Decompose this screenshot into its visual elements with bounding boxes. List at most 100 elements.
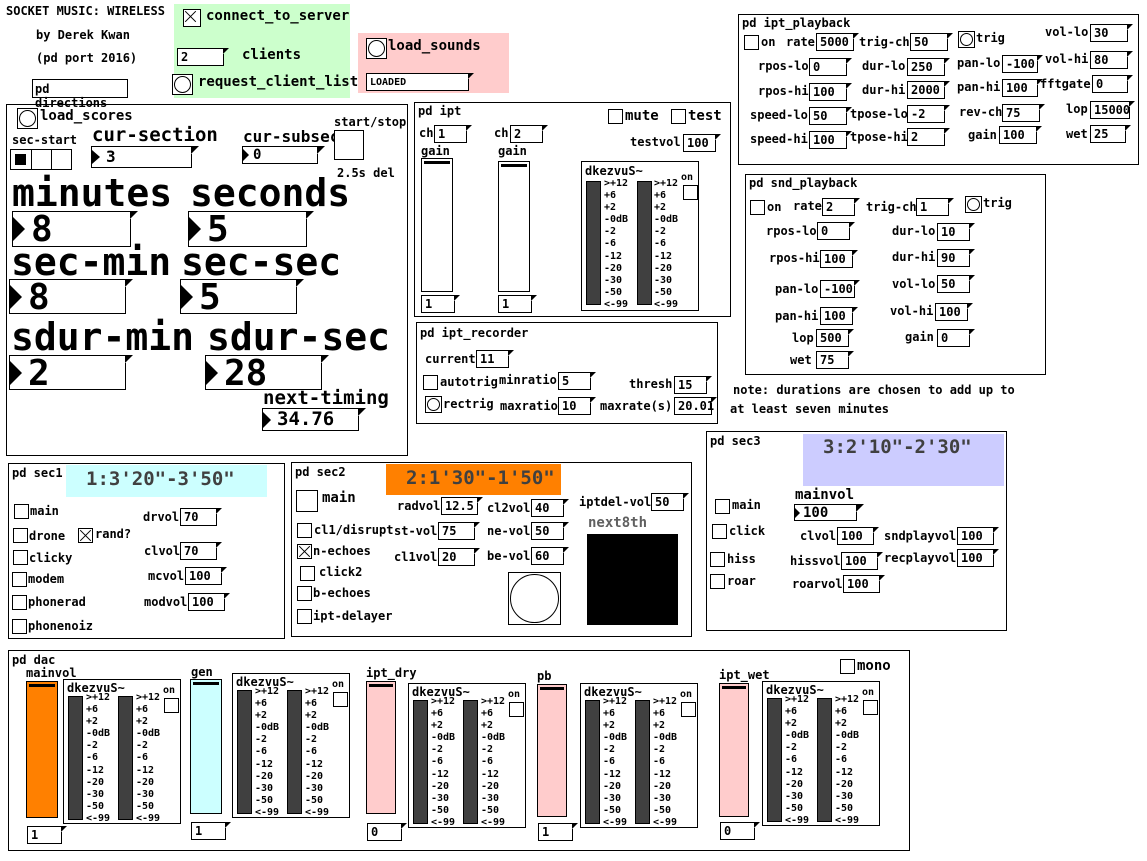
sec1-clvol[interactable]: 70 [180, 542, 222, 560]
start-stop-toggle[interactable] [334, 130, 364, 160]
ipt-pb-lop[interactable]: 15000 [1090, 101, 1135, 119]
sec2-necho-toggle[interactable] [297, 544, 312, 559]
ipt-pb-gain[interactable]: 100 [999, 126, 1042, 144]
ipt-pb-wet[interactable]: 25 [1090, 125, 1131, 143]
cur-subsec-number[interactable]: 0 [242, 146, 325, 164]
sec3-roar-toggle[interactable] [710, 574, 725, 589]
connect-toggle[interactable] [183, 9, 201, 27]
mono-toggle[interactable] [840, 659, 855, 674]
sec2-main-toggle[interactable] [296, 490, 318, 512]
snd-pb-durlo[interactable]: 10 [937, 223, 975, 241]
sec1-phonerad-toggle[interactable] [12, 595, 27, 610]
sec3-sndplay[interactable]: 100 [957, 527, 999, 545]
snd-pb-rposhi[interactable]: 100 [820, 250, 858, 268]
testvol-number[interactable]: 100 [683, 134, 721, 152]
sec1-drone-toggle[interactable] [13, 528, 28, 543]
ipt-pb-speedlo[interactable]: 50 [809, 107, 852, 125]
snd-pb-volhi[interactable]: 100 [935, 303, 973, 321]
autotrig-toggle[interactable] [423, 375, 438, 390]
ipt-pb-trigch[interactable]: 50 [910, 33, 953, 51]
maxrate-number[interactable]: 20.01 [674, 397, 717, 415]
clients-number[interactable]: 2 [177, 48, 229, 66]
vu-on-toggle[interactable] [683, 185, 698, 200]
sec2-click2-toggle[interactable] [300, 566, 315, 581]
vu-on-toggle[interactable] [681, 702, 696, 717]
cur-section-number[interactable]: 3 [91, 146, 199, 168]
sec3-hiss-toggle[interactable] [710, 552, 725, 567]
ipt-pb-tposehi[interactable]: 2 [907, 128, 950, 146]
sec2-stvol[interactable]: 75 [438, 522, 480, 540]
vu-on-toggle[interactable] [509, 702, 524, 717]
load-sounds-bang[interactable] [366, 38, 387, 59]
ipt-pb-rposlo[interactable]: 0 [809, 58, 852, 76]
ch1-number[interactable]: 1 [434, 125, 472, 143]
sec1-phonenoiz-toggle[interactable] [12, 619, 27, 634]
sec3-click-toggle[interactable] [712, 524, 727, 539]
ipt-pb-tposelo[interactable]: -2 [907, 105, 950, 123]
dac-gain-number[interactable]: 0 [720, 822, 760, 840]
sec1-rand-toggle[interactable] [78, 528, 93, 543]
ch2-number[interactable]: 2 [510, 125, 548, 143]
thresh-number[interactable]: 15 [674, 376, 712, 394]
sec3-mainvol[interactable]: 100 [794, 504, 864, 521]
sec1-drvol[interactable]: 70 [180, 508, 222, 526]
sec2-cl2vol[interactable]: 40 [531, 499, 569, 517]
minratio-number[interactable]: 5 [558, 372, 596, 390]
sec2-iptdel[interactable]: 50 [651, 493, 689, 511]
next-timing-number[interactable]: 34.76 [262, 408, 366, 431]
dac-gain-number[interactable]: 1 [538, 823, 578, 841]
sec2-bevol[interactable]: 60 [531, 547, 569, 565]
snd-pb-trig-bang[interactable] [965, 196, 982, 213]
test-toggle[interactable] [671, 109, 686, 124]
snd-pb-panlo[interactable]: -100 [820, 280, 860, 298]
snd-pb-vollo[interactable]: 50 [937, 275, 975, 293]
dac-gain-number[interactable]: 1 [191, 822, 231, 840]
vu-on-toggle[interactable] [333, 692, 348, 707]
minutes-number[interactable]: 8 [12, 211, 138, 248]
sdur-min-number[interactable]: 2 [9, 355, 133, 392]
snd-pb-on-toggle[interactable] [750, 200, 765, 215]
ipt-pb-revch[interactable]: 75 [1002, 104, 1045, 122]
vu-on-toggle[interactable] [863, 700, 878, 715]
ipt-pb-vollo[interactable]: 30 [1090, 24, 1133, 42]
ipt-pb-fftgate[interactable]: 0 [1092, 75, 1133, 93]
sec-start-radio[interactable] [10, 149, 72, 170]
dac-gain-slider[interactable] [366, 681, 396, 814]
dac-gain-slider[interactable] [190, 679, 222, 814]
vu-on-toggle[interactable] [164, 698, 179, 713]
sec3-main-toggle[interactable] [715, 499, 730, 514]
sec1-mcvol[interactable]: 100 [185, 567, 227, 585]
ipt-pb-durhi[interactable]: 2000 [907, 81, 950, 99]
sec2-becho-toggle[interactable] [297, 586, 312, 601]
snd-pb-rate[interactable]: 2 [822, 198, 860, 216]
snd-pb-gain[interactable]: 0 [937, 329, 975, 347]
sec3-roarvol[interactable]: 100 [843, 575, 885, 593]
sec2-radvol[interactable]: 12.5 [441, 497, 483, 515]
directions-subpatch[interactable]: pd directions [32, 79, 128, 110]
sec1-modvol[interactable]: 100 [188, 593, 230, 611]
seconds-number[interactable]: 5 [188, 211, 314, 248]
dac-gain-number[interactable]: 1 [27, 826, 67, 844]
snd-pb-wet[interactable]: 75 [816, 351, 854, 369]
gain1-slider[interactable] [421, 158, 453, 292]
snd-pb-lop[interactable]: 500 [816, 329, 854, 347]
ipt-pb-trig-bang[interactable] [958, 31, 975, 48]
gain2-slider[interactable] [498, 161, 530, 292]
sec2-cl1vol[interactable]: 20 [438, 548, 480, 566]
ipt-pb-durlo[interactable]: 250 [907, 58, 950, 76]
dac-gain-slider[interactable] [719, 683, 749, 817]
ipt-pb-volhi[interactable]: 80 [1090, 51, 1133, 69]
gain2-number[interactable]: 1 [498, 295, 537, 313]
snd-pb-panhi[interactable]: 100 [820, 307, 858, 325]
sec2-nevol[interactable]: 50 [531, 522, 569, 540]
mute-toggle[interactable] [608, 109, 623, 124]
sdur-sec-number[interactable]: 28 [205, 355, 329, 392]
ipt-pb-panlo[interactable]: -100 [1002, 55, 1043, 73]
maxratio-number[interactable]: 10 [558, 397, 596, 415]
snd-pb-trigch[interactable]: 1 [916, 198, 954, 216]
sec1-main-toggle[interactable] [14, 504, 29, 519]
ipt-pb-panhi[interactable]: 100 [1002, 79, 1043, 97]
ipt-pb-on-toggle[interactable] [744, 35, 759, 50]
request-bang[interactable] [172, 74, 193, 95]
sec-sec-number[interactable]: 5 [180, 279, 304, 316]
